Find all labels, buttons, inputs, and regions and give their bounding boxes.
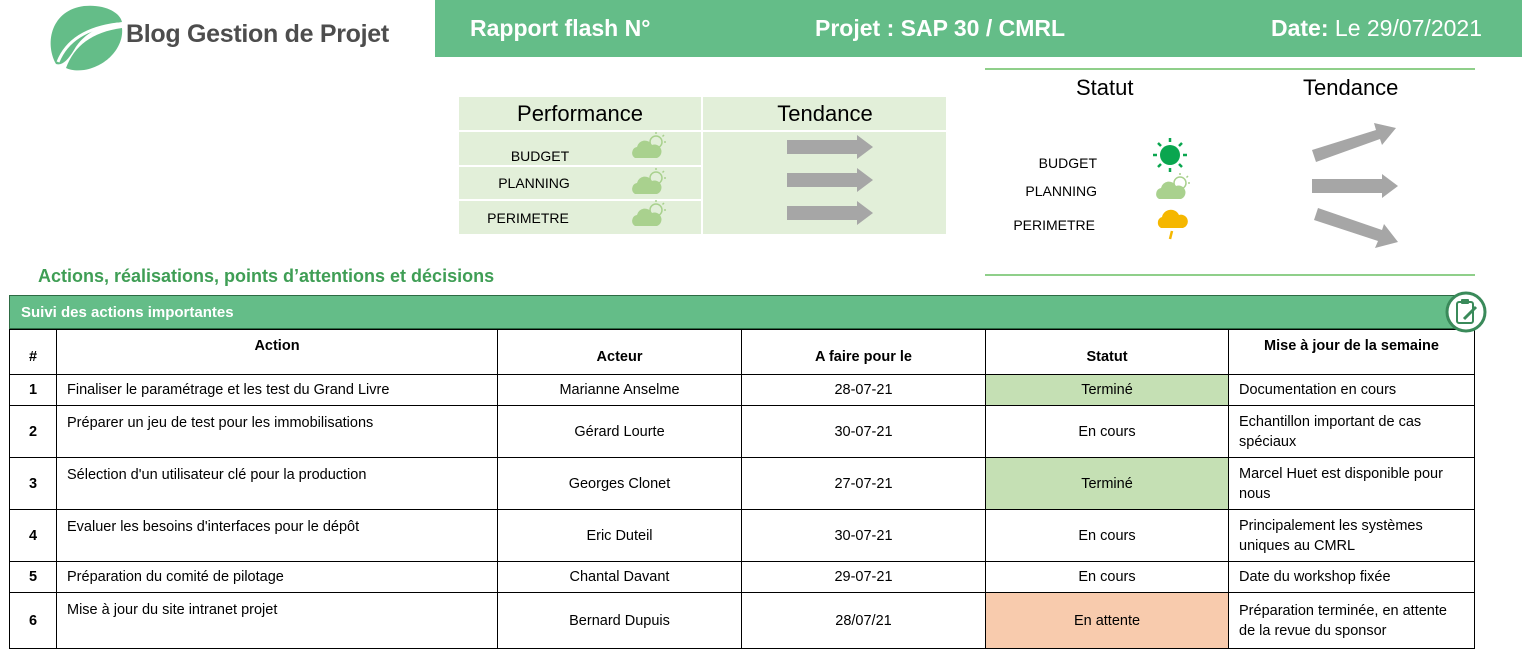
row-statut: En attente xyxy=(985,592,1229,649)
perf-label-planning: PLANNING xyxy=(498,175,570,191)
row-action: Préparer un jeu de test pour les immobil… xyxy=(56,405,498,458)
date-label: Date: xyxy=(1271,15,1329,41)
arrow-right-icon xyxy=(787,135,873,159)
row-action: Finaliser le paramétrage et les test du … xyxy=(56,374,498,406)
row-acteur: Georges Clonet xyxy=(497,457,742,510)
row-maj: Echantillon important de cas spéciaux xyxy=(1228,405,1475,458)
arrow-right-icon xyxy=(1312,174,1398,198)
row-maj: Principalement les systèmes uniques au C… xyxy=(1228,509,1475,562)
performance-header: Performance xyxy=(517,101,643,126)
table-row: 3 Sélection d'un utilisateur clé pour la… xyxy=(9,457,1475,510)
partly-cloudy-icon xyxy=(632,168,666,194)
row-date: 29-07-21 xyxy=(741,561,986,593)
actions-table: # Action Acteur A faire pour le Statut M… xyxy=(9,329,1475,649)
table-row: 2 Préparer un jeu de test pour les immob… xyxy=(9,405,1475,458)
row-date: 28-07-21 xyxy=(741,374,986,406)
row-acteur: Marianne Anselme xyxy=(497,374,742,406)
row-date: 27-07-21 xyxy=(741,457,986,510)
header-num: # xyxy=(9,329,57,375)
partly-cloudy-icon xyxy=(632,132,666,158)
table-row: 6 Mise à jour du site intranet projet Be… xyxy=(9,592,1475,649)
actions-table-container: Suivi des actions importantes # Action A… xyxy=(9,291,1487,649)
header-action: Action xyxy=(56,329,498,375)
date-value: Le 29/07/2021 xyxy=(1334,15,1482,41)
row-acteur: Chantal Davant xyxy=(497,561,742,593)
status-panel: Statut Tendance BUDGET PLANNING PERIMETR… xyxy=(985,68,1475,278)
sun-icon xyxy=(1153,138,1187,172)
row-action: Sélection d'un utilisateur clé pour la p… xyxy=(56,457,498,510)
table-title: Suivi des actions importantes xyxy=(21,304,234,321)
row-acteur: Eric Duteil xyxy=(497,509,742,562)
table-header-row: # Action Acteur A faire pour le Statut M… xyxy=(9,329,1475,375)
tendance-header: Tendance xyxy=(1303,75,1399,100)
row-statut: Terminé xyxy=(985,457,1229,510)
date-block: Date: Le 29/07/2021 xyxy=(1271,15,1482,42)
arrow-right-icon xyxy=(787,201,873,225)
header-bar: Rapport flash N° Projet : SAP 30 / CMRL … xyxy=(435,0,1522,57)
table-row: 1 Finaliser le paramétrage et les test d… xyxy=(9,374,1475,406)
row-num: 2 xyxy=(9,405,57,458)
header-date: A faire pour le xyxy=(741,329,986,375)
row-date: 28/07/21 xyxy=(741,592,986,649)
row-date: 30-07-21 xyxy=(741,405,986,458)
header-maj: Mise à jour de la semaine xyxy=(1228,329,1475,375)
row-action: Mise à jour du site intranet projet xyxy=(56,592,498,649)
row-statut: En cours xyxy=(985,405,1229,458)
row-action: Préparation du comité de pilotage xyxy=(56,561,498,593)
partly-cloudy-icon xyxy=(632,200,666,226)
statut-header: Statut xyxy=(1076,75,1134,100)
arrow-up-right-icon xyxy=(1312,123,1396,162)
row-maj: Documentation en cours xyxy=(1228,374,1475,406)
row-num: 4 xyxy=(9,509,57,562)
arrow-right-icon xyxy=(787,168,873,192)
row-statut: Terminé xyxy=(985,374,1229,406)
row-num: 1 xyxy=(9,374,57,406)
row-num: 5 xyxy=(9,561,57,593)
logo xyxy=(44,2,384,72)
leaf-logo-icon xyxy=(50,5,123,71)
row-maj: Préparation terminée, en attente de la r… xyxy=(1228,592,1475,649)
table-row: 4 Evaluer les besoins d'interfaces pour … xyxy=(9,509,1475,562)
status-label-perimetre: PERIMETRE xyxy=(1013,217,1095,233)
row-acteur: Gérard Lourte xyxy=(497,405,742,458)
logo-text: Blog Gestion de Projet xyxy=(126,20,389,48)
performance-trend-header: Tendance xyxy=(777,101,873,126)
performance-table: Performance Tendance BUDGET PLANNING PER… xyxy=(459,97,946,234)
header-acteur: Acteur xyxy=(497,329,742,375)
section-title: Actions, réalisations, points d’attentio… xyxy=(38,266,495,286)
table-title-bar: Suivi des actions importantes xyxy=(9,291,1487,333)
row-num: 3 xyxy=(9,457,57,510)
row-date: 30-07-21 xyxy=(741,509,986,562)
clipboard-edit-icon xyxy=(1445,291,1487,333)
projet-title: Projet : SAP 30 / CMRL xyxy=(815,15,1066,41)
partly-cloudy-icon xyxy=(1156,173,1190,199)
header-statut: Statut xyxy=(985,329,1229,375)
status-label-planning: PLANNING xyxy=(1025,183,1097,199)
row-acteur: Bernard Dupuis xyxy=(497,592,742,649)
rapport-title: Rapport flash N° xyxy=(470,15,651,41)
perf-label-budget: BUDGET xyxy=(510,148,570,164)
perf-label-perimetre: PERIMETRE xyxy=(487,210,569,226)
row-statut: En cours xyxy=(985,561,1229,593)
row-maj: Marcel Huet est disponible pour nous xyxy=(1228,457,1475,510)
row-num: 6 xyxy=(9,592,57,649)
row-action: Evaluer les besoins d'interfaces pour le… xyxy=(56,509,498,562)
table-row: 5 Préparation du comité de pilotage Chan… xyxy=(9,561,1475,593)
rain-cloud-icon xyxy=(1157,209,1188,240)
status-label-budget: BUDGET xyxy=(1038,155,1097,171)
row-maj: Date du workshop fixée xyxy=(1228,561,1475,593)
arrow-down-right-icon xyxy=(1314,208,1398,248)
row-statut: En cours xyxy=(985,509,1229,562)
